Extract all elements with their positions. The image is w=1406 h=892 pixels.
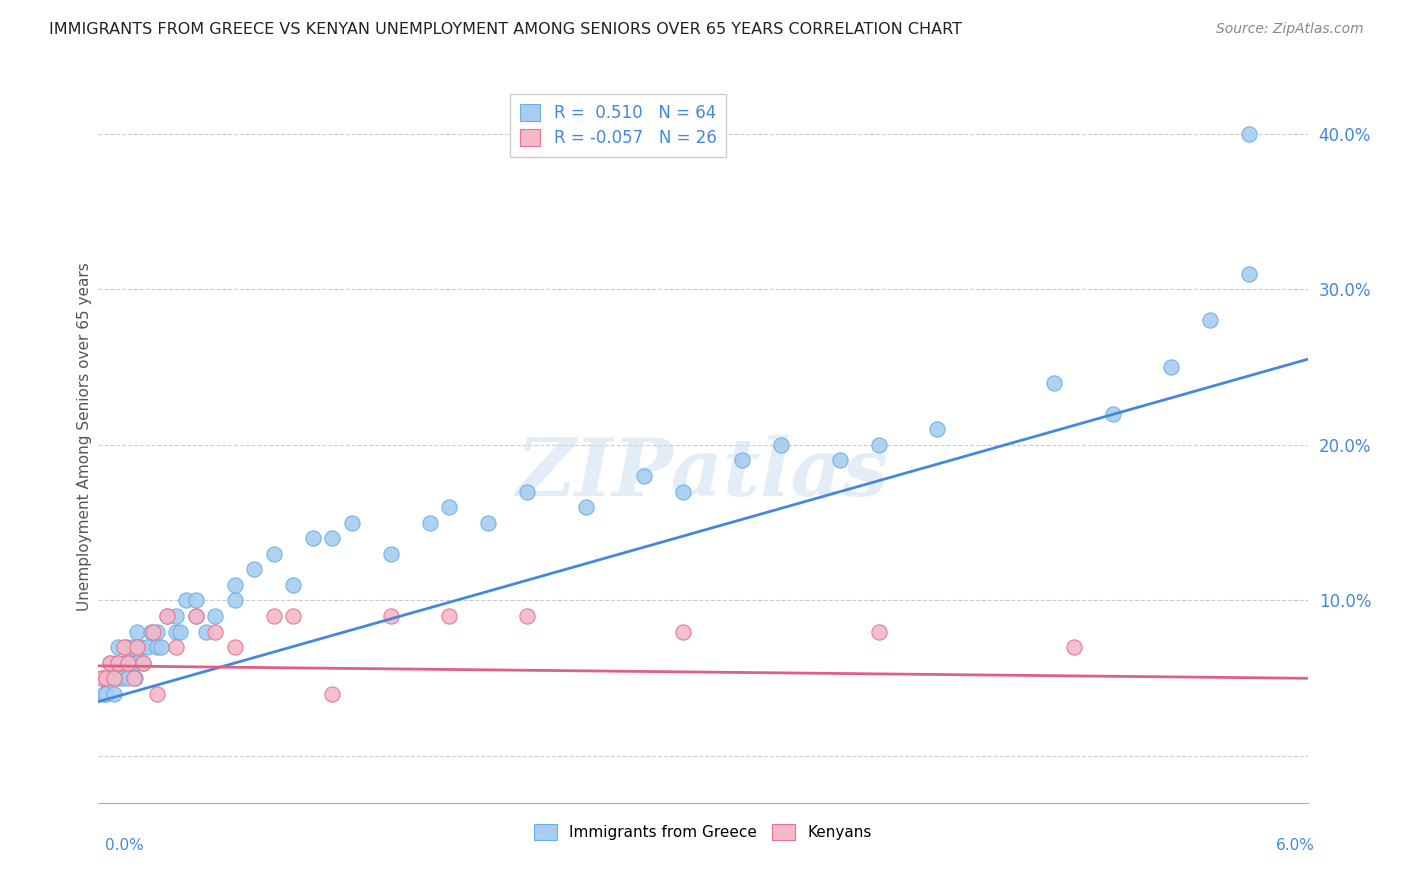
Point — [439, 609, 461, 624]
Text: 0.0%: 0.0% — [105, 838, 145, 853]
Point — [93, 687, 115, 701]
Point — [117, 671, 139, 685]
Point — [380, 609, 402, 624]
Point — [98, 656, 121, 670]
Point — [380, 547, 402, 561]
Point — [165, 624, 187, 639]
Point — [139, 624, 162, 639]
Point — [321, 687, 343, 701]
Point — [868, 438, 890, 452]
Point — [1237, 127, 1260, 141]
Point — [224, 640, 246, 655]
Point — [516, 484, 538, 499]
Point — [769, 438, 792, 452]
Point — [142, 624, 165, 639]
Point — [96, 687, 118, 701]
Point — [156, 609, 179, 624]
Point — [112, 656, 135, 670]
Point — [101, 671, 124, 685]
Y-axis label: Unemployment Among Seniors over 65 years: Unemployment Among Seniors over 65 years — [77, 263, 91, 611]
Point — [127, 624, 149, 639]
Point — [103, 671, 125, 685]
Point — [1101, 407, 1123, 421]
Point — [672, 624, 695, 639]
Point — [132, 656, 155, 670]
Point — [121, 640, 143, 655]
Point — [146, 624, 169, 639]
Point — [112, 640, 135, 655]
Point — [97, 671, 120, 685]
Point — [122, 656, 145, 670]
Point — [174, 593, 197, 607]
Point — [419, 516, 441, 530]
Point — [107, 671, 129, 685]
Point — [1063, 640, 1085, 655]
Point — [283, 578, 305, 592]
Point — [1160, 359, 1182, 374]
Point — [868, 624, 890, 639]
Point — [224, 578, 246, 592]
Point — [122, 671, 145, 685]
Point — [321, 531, 343, 545]
Point — [131, 640, 153, 655]
Point — [146, 687, 169, 701]
Point — [127, 640, 149, 655]
Point — [439, 500, 461, 515]
Point — [132, 656, 155, 670]
Point — [1199, 313, 1222, 327]
Point — [127, 656, 149, 670]
Point — [925, 422, 948, 436]
Point — [263, 609, 285, 624]
Point — [91, 671, 114, 685]
Point — [731, 453, 754, 467]
Legend: Immigrants from Greece, Kenyans: Immigrants from Greece, Kenyans — [529, 818, 877, 847]
Point — [828, 453, 851, 467]
Point — [104, 656, 127, 670]
Point — [1237, 267, 1260, 281]
Text: 6.0%: 6.0% — [1275, 838, 1315, 853]
Point — [633, 469, 655, 483]
Point — [184, 609, 207, 624]
Point — [114, 640, 136, 655]
Point — [477, 516, 499, 530]
Point — [340, 516, 363, 530]
Point — [146, 640, 169, 655]
Point — [283, 609, 305, 624]
Text: Source: ZipAtlas.com: Source: ZipAtlas.com — [1216, 22, 1364, 37]
Point — [263, 547, 285, 561]
Point — [107, 640, 129, 655]
Text: ZIPatlas: ZIPatlas — [517, 435, 889, 512]
Point — [224, 593, 246, 607]
Point — [165, 609, 187, 624]
Point — [184, 593, 207, 607]
Point — [169, 624, 191, 639]
Point — [1043, 376, 1066, 390]
Point — [103, 687, 125, 701]
Point — [194, 624, 217, 639]
Point — [672, 484, 695, 499]
Point — [204, 609, 226, 624]
Point — [156, 609, 179, 624]
Point — [127, 640, 149, 655]
Point — [243, 562, 266, 576]
Point — [165, 640, 187, 655]
Point — [575, 500, 598, 515]
Point — [118, 656, 141, 670]
Point — [107, 656, 129, 670]
Text: IMMIGRANTS FROM GREECE VS KENYAN UNEMPLOYMENT AMONG SENIORS OVER 65 YEARS CORREL: IMMIGRANTS FROM GREECE VS KENYAN UNEMPLO… — [49, 22, 962, 37]
Point — [98, 656, 121, 670]
Point — [124, 671, 146, 685]
Point — [302, 531, 325, 545]
Point — [149, 640, 172, 655]
Point — [184, 609, 207, 624]
Point — [111, 671, 134, 685]
Point — [91, 671, 114, 685]
Point — [96, 671, 118, 685]
Point — [204, 624, 226, 639]
Point — [516, 609, 538, 624]
Point — [117, 656, 139, 670]
Point — [136, 640, 159, 655]
